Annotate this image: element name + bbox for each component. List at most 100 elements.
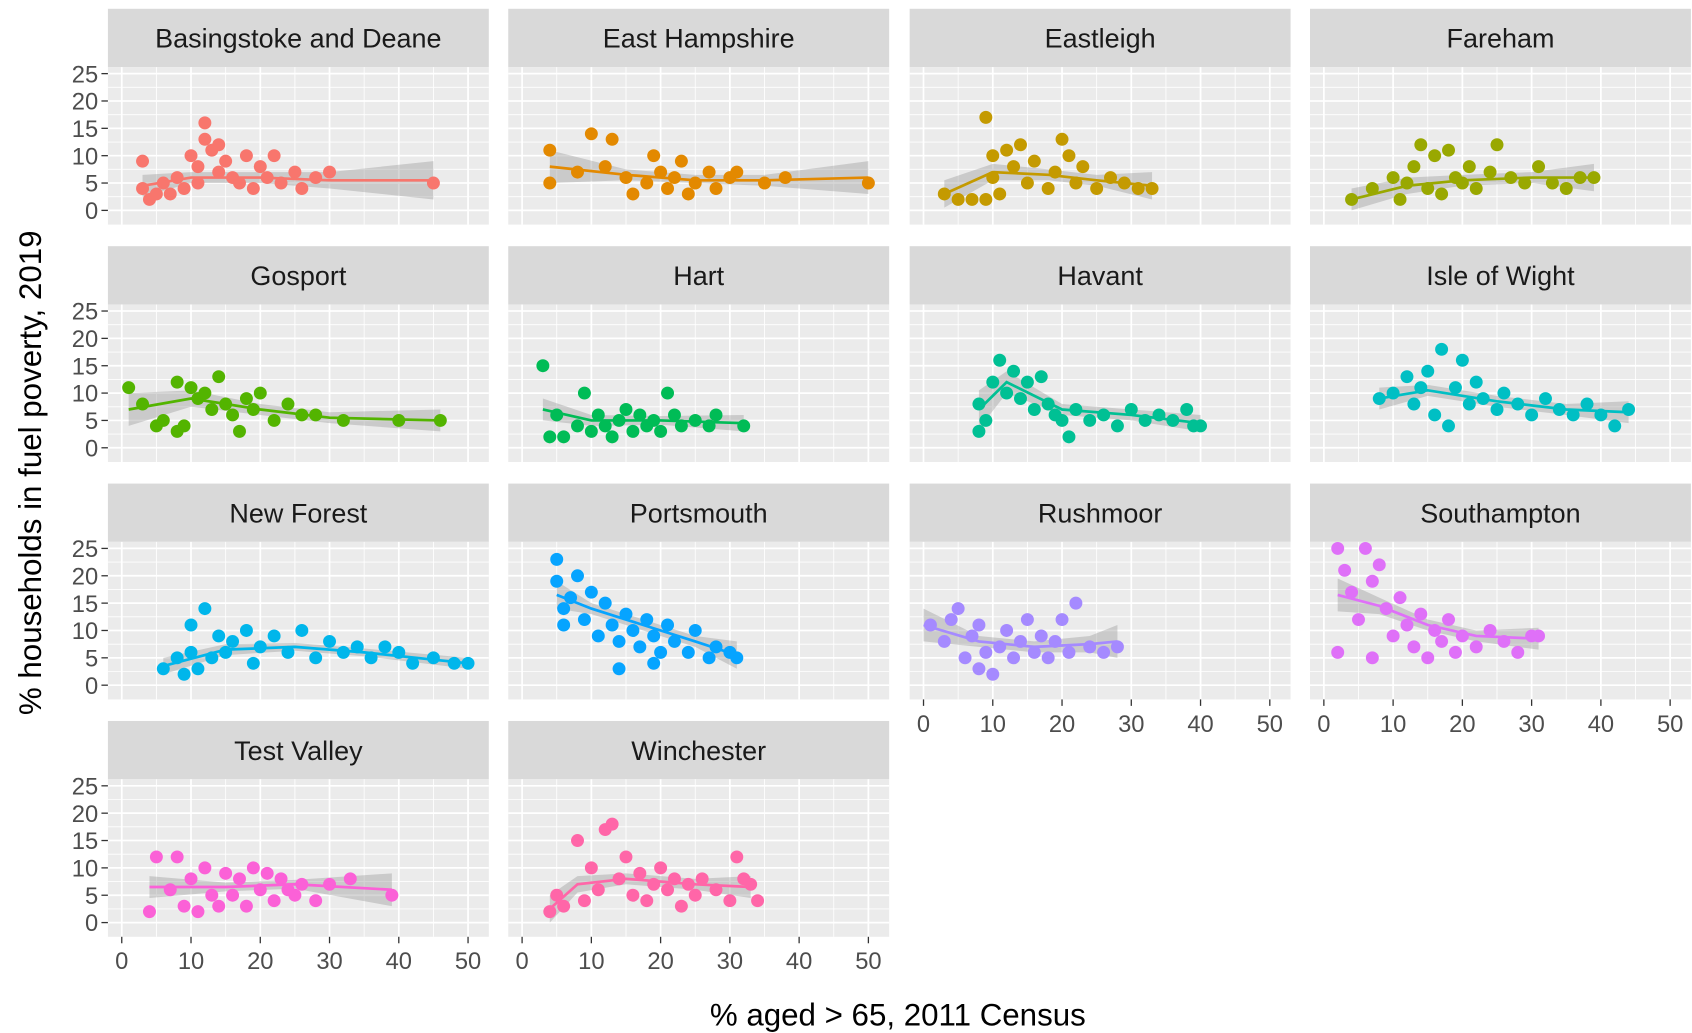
point [1469,640,1483,654]
y-tick-label: 15 [72,354,98,380]
trend-line [1351,176,1594,201]
panel-background [508,67,890,225]
panel-background [107,304,489,463]
point [1435,634,1449,648]
point [1124,403,1138,416]
x-tick-label: 20 [1049,712,1075,738]
point [226,888,240,902]
point [198,386,212,400]
point [253,386,267,400]
strip-title: East Hampshire [603,24,795,54]
point [626,424,640,438]
trend-line [1337,593,1539,641]
panel-background [1310,304,1691,463]
point [654,861,668,875]
point [198,116,212,130]
point [654,165,668,179]
point [1372,558,1386,572]
point [778,171,792,185]
point [557,618,571,632]
point [681,187,695,201]
point [1097,645,1111,659]
point [1000,386,1014,400]
y-tick-label: 20 [72,564,98,590]
point [619,850,633,864]
point [1490,138,1504,152]
point [993,353,1007,367]
point [142,905,156,919]
strip-title: Eastleigh [1045,24,1156,54]
point [1407,160,1421,174]
point [219,645,233,659]
trend-line [548,877,751,910]
point [633,866,647,880]
point [1020,613,1034,627]
x-tick-label: 0 [917,712,930,738]
point [1055,613,1069,627]
point [647,149,661,163]
facet: Winchester 0 10 20 30 40 50 [508,720,890,975]
point [1393,192,1407,206]
y-tick-label: 25 [72,537,98,563]
point [267,149,281,163]
point [336,413,350,427]
point [1041,182,1055,195]
point [163,187,177,201]
y-tick-label: 0 [85,199,98,225]
strip [909,246,1291,305]
y-tick-label: 25 [72,62,98,88]
strip [508,483,890,542]
point [626,888,640,902]
point [1007,651,1021,665]
point [723,894,737,908]
point [205,403,219,416]
point [184,618,198,632]
strip [1310,483,1691,542]
point [198,132,212,146]
point [191,662,205,676]
strip [107,720,489,780]
point [170,171,184,185]
point [309,171,323,185]
x-tick-label: 10 [1380,712,1406,738]
confidence-band [1379,384,1629,424]
point [861,176,875,190]
point [1511,645,1525,659]
point [681,645,695,659]
strip-title: Rushmoor [1038,498,1162,528]
point [1421,364,1435,378]
x-tick-label: 50 [1257,712,1283,738]
point [1448,645,1462,659]
point [1020,176,1034,190]
point [1435,187,1449,201]
point [136,154,150,168]
panel-background [508,541,890,700]
point [1435,342,1449,356]
point [177,182,191,195]
point [667,634,681,648]
point [661,618,675,632]
point [212,370,226,384]
facet: Hart [508,246,890,463]
point [986,149,1000,163]
point [1110,640,1124,654]
x-tick-label: 50 [855,949,881,975]
y-tick-label: 5 [85,646,98,672]
strip-title: New Forest [229,498,367,528]
point [1518,176,1532,190]
point [543,176,557,190]
y-tick-label: 10 [72,619,98,645]
point [702,651,716,665]
point [184,872,198,886]
point [598,596,612,610]
point [226,408,240,422]
point [163,883,177,897]
point [191,176,205,190]
point [1027,645,1041,659]
point [1497,386,1511,400]
point [184,645,198,659]
strip-title: Southampton [1420,498,1580,528]
point [246,182,260,195]
point [1462,160,1476,174]
